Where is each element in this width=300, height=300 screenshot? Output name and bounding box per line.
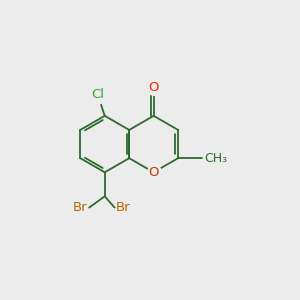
Text: Br: Br: [116, 201, 131, 214]
Text: O: O: [148, 81, 159, 94]
Text: O: O: [148, 166, 159, 179]
Text: Cl: Cl: [91, 88, 104, 101]
Text: Br: Br: [73, 201, 88, 214]
Text: CH₃: CH₃: [205, 152, 228, 165]
